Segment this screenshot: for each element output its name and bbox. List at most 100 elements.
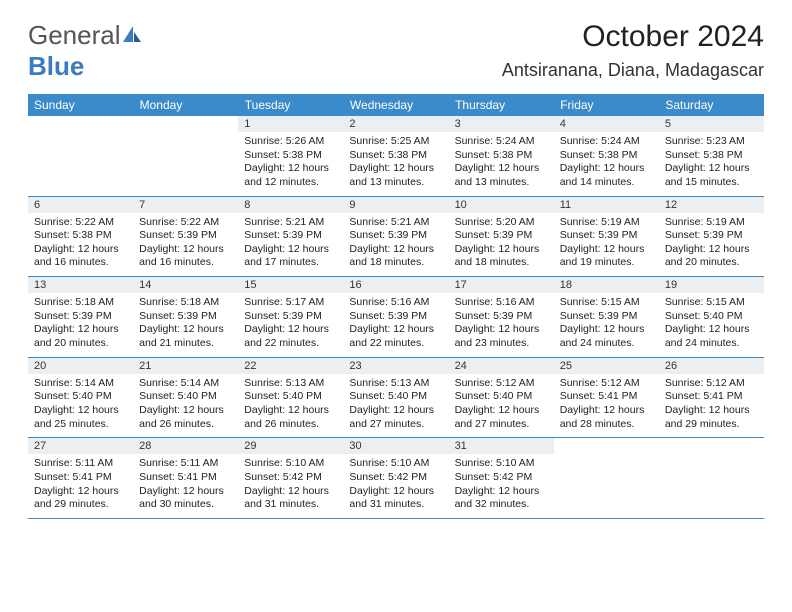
calendar-cell: 2Sunrise: 5:25 AMSunset: 5:38 PMDaylight… <box>343 116 448 196</box>
day-number: 15 <box>238 277 343 293</box>
day-data: Sunrise: 5:24 AMSunset: 5:38 PMDaylight:… <box>449 132 554 196</box>
day-header: Thursday <box>449 94 554 116</box>
day-data: Sunrise: 5:10 AMSunset: 5:42 PMDaylight:… <box>343 454 448 518</box>
calendar-cell <box>133 116 238 196</box>
logo-sail-icon <box>121 20 143 51</box>
day-data: Sunrise: 5:18 AMSunset: 5:39 PMDaylight:… <box>28 293 133 357</box>
logo-word2: Blue <box>28 51 84 81</box>
calendar-cell: 8Sunrise: 5:21 AMSunset: 5:39 PMDaylight… <box>238 196 343 277</box>
calendar-cell: 27Sunrise: 5:11 AMSunset: 5:41 PMDayligh… <box>28 438 133 519</box>
logo: GeneralBlue <box>28 20 143 82</box>
day-data: Sunrise: 5:15 AMSunset: 5:40 PMDaylight:… <box>659 293 764 357</box>
day-number: 9 <box>343 197 448 213</box>
day-number: 20 <box>28 358 133 374</box>
calendar-cell: 17Sunrise: 5:16 AMSunset: 5:39 PMDayligh… <box>449 277 554 358</box>
calendar-body: 1Sunrise: 5:26 AMSunset: 5:38 PMDaylight… <box>28 116 764 518</box>
day-number: 27 <box>28 438 133 454</box>
day-data: Sunrise: 5:12 AMSunset: 5:41 PMDaylight:… <box>659 374 764 438</box>
calendar-cell: 11Sunrise: 5:19 AMSunset: 5:39 PMDayligh… <box>554 196 659 277</box>
calendar-cell <box>659 438 764 519</box>
calendar-cell: 1Sunrise: 5:26 AMSunset: 5:38 PMDaylight… <box>238 116 343 196</box>
day-number: 23 <box>343 358 448 374</box>
day-number: 1 <box>238 116 343 132</box>
day-data: Sunrise: 5:19 AMSunset: 5:39 PMDaylight:… <box>554 213 659 277</box>
day-data: Sunrise: 5:14 AMSunset: 5:40 PMDaylight:… <box>133 374 238 438</box>
day-number: 12 <box>659 197 764 213</box>
day-number: 4 <box>554 116 659 132</box>
calendar-cell: 29Sunrise: 5:10 AMSunset: 5:42 PMDayligh… <box>238 438 343 519</box>
day-number: 13 <box>28 277 133 293</box>
day-data: Sunrise: 5:21 AMSunset: 5:39 PMDaylight:… <box>238 213 343 277</box>
calendar-cell: 30Sunrise: 5:10 AMSunset: 5:42 PMDayligh… <box>343 438 448 519</box>
calendar-cell: 16Sunrise: 5:16 AMSunset: 5:39 PMDayligh… <box>343 277 448 358</box>
calendar-cell: 12Sunrise: 5:19 AMSunset: 5:39 PMDayligh… <box>659 196 764 277</box>
calendar-cell: 7Sunrise: 5:22 AMSunset: 5:39 PMDaylight… <box>133 196 238 277</box>
day-header: Wednesday <box>343 94 448 116</box>
calendar-table: SundayMondayTuesdayWednesdayThursdayFrid… <box>28 94 764 519</box>
location: Antsiranana, Diana, Madagascar <box>502 60 764 81</box>
day-number: 26 <box>659 358 764 374</box>
day-data: Sunrise: 5:13 AMSunset: 5:40 PMDaylight:… <box>343 374 448 438</box>
day-data: Sunrise: 5:20 AMSunset: 5:39 PMDaylight:… <box>449 213 554 277</box>
calendar-row: 20Sunrise: 5:14 AMSunset: 5:40 PMDayligh… <box>28 357 764 438</box>
day-data <box>659 455 764 515</box>
day-number: 25 <box>554 358 659 374</box>
calendar-cell: 18Sunrise: 5:15 AMSunset: 5:39 PMDayligh… <box>554 277 659 358</box>
calendar-row: 13Sunrise: 5:18 AMSunset: 5:39 PMDayligh… <box>28 277 764 358</box>
calendar-cell: 5Sunrise: 5:23 AMSunset: 5:38 PMDaylight… <box>659 116 764 196</box>
day-number <box>28 116 133 133</box>
logo-word1: General <box>28 20 121 50</box>
calendar-row: 1Sunrise: 5:26 AMSunset: 5:38 PMDaylight… <box>28 116 764 196</box>
calendar-cell: 24Sunrise: 5:12 AMSunset: 5:40 PMDayligh… <box>449 357 554 438</box>
calendar-cell: 4Sunrise: 5:24 AMSunset: 5:38 PMDaylight… <box>554 116 659 196</box>
day-number <box>659 438 764 455</box>
day-number: 2 <box>343 116 448 132</box>
calendar-cell: 14Sunrise: 5:18 AMSunset: 5:39 PMDayligh… <box>133 277 238 358</box>
day-number: 10 <box>449 197 554 213</box>
day-number: 19 <box>659 277 764 293</box>
day-data: Sunrise: 5:24 AMSunset: 5:38 PMDaylight:… <box>554 132 659 196</box>
day-header-row: SundayMondayTuesdayWednesdayThursdayFrid… <box>28 94 764 116</box>
calendar-cell <box>28 116 133 196</box>
day-number <box>554 438 659 455</box>
calendar-cell: 21Sunrise: 5:14 AMSunset: 5:40 PMDayligh… <box>133 357 238 438</box>
calendar-cell: 15Sunrise: 5:17 AMSunset: 5:39 PMDayligh… <box>238 277 343 358</box>
calendar-cell: 19Sunrise: 5:15 AMSunset: 5:40 PMDayligh… <box>659 277 764 358</box>
calendar-cell: 9Sunrise: 5:21 AMSunset: 5:39 PMDaylight… <box>343 196 448 277</box>
logo-text: GeneralBlue <box>28 20 143 82</box>
day-data: Sunrise: 5:19 AMSunset: 5:39 PMDaylight:… <box>659 213 764 277</box>
day-data: Sunrise: 5:16 AMSunset: 5:39 PMDaylight:… <box>449 293 554 357</box>
day-data: Sunrise: 5:14 AMSunset: 5:40 PMDaylight:… <box>28 374 133 438</box>
day-header: Monday <box>133 94 238 116</box>
day-number: 17 <box>449 277 554 293</box>
day-data: Sunrise: 5:12 AMSunset: 5:40 PMDaylight:… <box>449 374 554 438</box>
day-number: 6 <box>28 197 133 213</box>
calendar-cell: 25Sunrise: 5:12 AMSunset: 5:41 PMDayligh… <box>554 357 659 438</box>
day-number: 29 <box>238 438 343 454</box>
day-number: 28 <box>133 438 238 454</box>
day-number: 21 <box>133 358 238 374</box>
calendar-row: 6Sunrise: 5:22 AMSunset: 5:38 PMDaylight… <box>28 196 764 277</box>
calendar-cell: 20Sunrise: 5:14 AMSunset: 5:40 PMDayligh… <box>28 357 133 438</box>
calendar-cell: 13Sunrise: 5:18 AMSunset: 5:39 PMDayligh… <box>28 277 133 358</box>
page-header: GeneralBlue October 2024 Antsiranana, Di… <box>28 20 764 82</box>
day-number: 22 <box>238 358 343 374</box>
day-data: Sunrise: 5:10 AMSunset: 5:42 PMDaylight:… <box>238 454 343 518</box>
calendar-cell: 3Sunrise: 5:24 AMSunset: 5:38 PMDaylight… <box>449 116 554 196</box>
day-data: Sunrise: 5:13 AMSunset: 5:40 PMDaylight:… <box>238 374 343 438</box>
day-number: 11 <box>554 197 659 213</box>
day-header: Friday <box>554 94 659 116</box>
day-number: 8 <box>238 197 343 213</box>
day-number: 14 <box>133 277 238 293</box>
day-data: Sunrise: 5:23 AMSunset: 5:38 PMDaylight:… <box>659 132 764 196</box>
day-number: 3 <box>449 116 554 132</box>
day-number: 18 <box>554 277 659 293</box>
day-data: Sunrise: 5:16 AMSunset: 5:39 PMDaylight:… <box>343 293 448 357</box>
day-header: Saturday <box>659 94 764 116</box>
day-data <box>554 455 659 515</box>
day-number: 16 <box>343 277 448 293</box>
calendar-cell: 23Sunrise: 5:13 AMSunset: 5:40 PMDayligh… <box>343 357 448 438</box>
day-header: Sunday <box>28 94 133 116</box>
day-data: Sunrise: 5:22 AMSunset: 5:39 PMDaylight:… <box>133 213 238 277</box>
day-header: Tuesday <box>238 94 343 116</box>
